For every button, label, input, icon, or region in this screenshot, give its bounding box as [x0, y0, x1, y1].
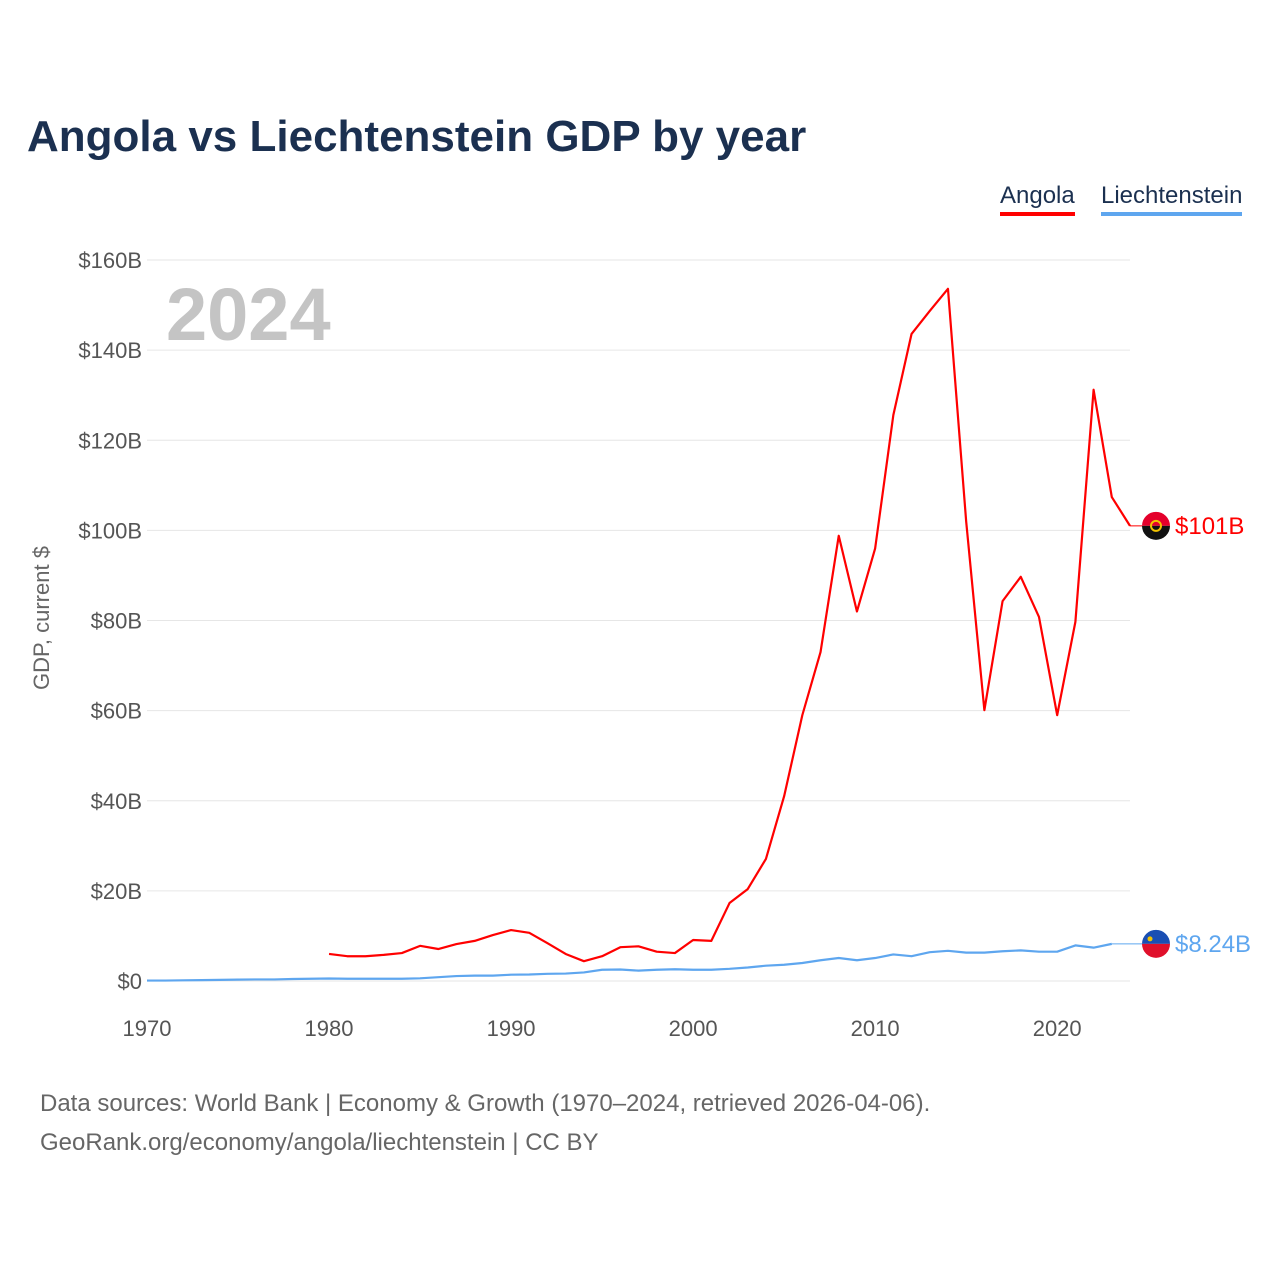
liechtenstein-crown-icon [1147, 936, 1153, 942]
y-tick-label: $0 [118, 969, 142, 994]
liechtenstein-flag-icon [1142, 929, 1170, 944]
angola-flag-icon [1142, 525, 1170, 540]
legend-liechtenstein[interactable]: Liechtenstein [1101, 182, 1243, 216]
chart-title: Angola vs Liechtenstein GDP by year [27, 112, 807, 161]
x-tick-label: 1970 [123, 1016, 172, 1041]
series-line-angola [328, 287, 1131, 963]
legend-angola[interactable]: Angola [1000, 182, 1075, 216]
y-tick-label: $80B [91, 609, 142, 634]
year-watermark: 2024 [166, 273, 331, 356]
x-tick-label: 2000 [669, 1016, 718, 1041]
y-tick-label: $60B [91, 699, 142, 724]
angola-flag-icon [1142, 511, 1170, 526]
x-tick-label: 1990 [487, 1016, 536, 1041]
y-tick-label: $140B [78, 338, 142, 363]
x-tick-label: 2020 [1033, 1016, 1082, 1041]
x-tick-label: 2010 [851, 1016, 900, 1041]
liechtenstein-flag-icon [1142, 943, 1170, 958]
y-tick-label: $160B [78, 248, 142, 273]
url-line[interactable]: GeoRank.org/economy/angola/liechtenstein… [40, 1129, 599, 1156]
end-value-label: $8.24B [1175, 931, 1251, 958]
angola-emblem-icon [1150, 519, 1162, 532]
end-value-label: $101B [1175, 513, 1244, 540]
footer: Data sources: World Bank | Economy & Gro… [40, 1084, 930, 1162]
y-tick-label: $120B [78, 428, 142, 453]
y-tick-label: $100B [78, 518, 142, 543]
source-line: Data sources: World Bank | Economy & Gro… [40, 1090, 931, 1117]
y-tick-label: $20B [91, 879, 142, 904]
x-tick-label: 1980 [305, 1016, 354, 1041]
y-tick-label: $40B [91, 789, 142, 814]
series-line-liechtenstein [147, 942, 1113, 982]
